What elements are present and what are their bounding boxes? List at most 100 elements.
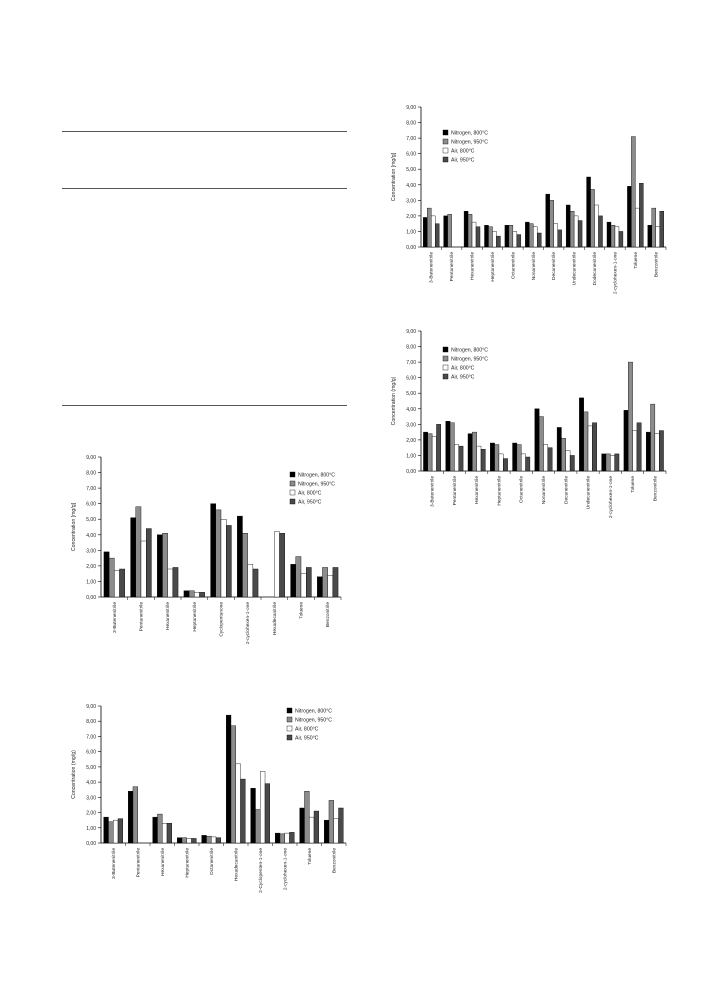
legend-swatch bbox=[286, 734, 293, 741]
bar bbox=[525, 456, 531, 472]
bar bbox=[494, 444, 500, 472]
x-tick-label: Pentanenitrile bbox=[135, 848, 141, 878]
bar bbox=[333, 818, 339, 844]
bar bbox=[289, 832, 295, 844]
x-tick-label: Octanenitrile bbox=[209, 848, 215, 875]
y-tick-label: 7,00 bbox=[406, 136, 416, 142]
legend-label: Air, 950°C bbox=[298, 500, 322, 506]
bar bbox=[225, 714, 232, 844]
legend-label: Air, 800°C bbox=[298, 491, 322, 497]
y-tick-label: 7,00 bbox=[406, 360, 416, 366]
bar bbox=[157, 813, 163, 844]
bar bbox=[529, 223, 534, 248]
y-tick-label: 0,00 bbox=[86, 595, 96, 601]
bar bbox=[636, 422, 642, 472]
bar bbox=[549, 200, 554, 248]
bar bbox=[145, 528, 152, 598]
bar bbox=[211, 836, 217, 844]
y-tick-label: 3,00 bbox=[86, 795, 96, 801]
x-tick-label: 2-Cyclopenten-1-one bbox=[258, 848, 264, 893]
bar bbox=[449, 422, 455, 472]
bar bbox=[627, 186, 632, 248]
bar bbox=[498, 453, 504, 472]
bar bbox=[614, 226, 620, 248]
legend-label: Nitrogen, 800°C bbox=[451, 348, 488, 354]
bar bbox=[103, 551, 110, 598]
x-tick-label: Undecanenitrile bbox=[572, 252, 578, 286]
x-tick-label: 3-Butenenitrile bbox=[112, 602, 118, 633]
bar bbox=[235, 763, 241, 844]
y-tick-label: 7,00 bbox=[86, 734, 96, 740]
bar bbox=[108, 557, 115, 598]
bar bbox=[537, 232, 542, 248]
y-tick-label: 4,00 bbox=[406, 183, 416, 189]
legend-swatch bbox=[442, 355, 449, 362]
bar bbox=[508, 225, 514, 248]
bar bbox=[322, 567, 328, 598]
x-tick-label: Decanenitrile bbox=[563, 476, 569, 504]
bar bbox=[274, 832, 281, 844]
y-tick-label: 0,00 bbox=[406, 469, 416, 475]
bar bbox=[476, 445, 482, 472]
y-tick-label: 5,00 bbox=[406, 391, 416, 397]
y-tick-label: 9,00 bbox=[406, 105, 416, 111]
legend-label: Nitrogen, 800°C bbox=[295, 709, 332, 715]
chart-middle-right: 0,00 1,00 2,00 3,00 4,00 5,00 6,00 7,00 8,00 9,00… bbox=[391, 329, 667, 518]
bar bbox=[431, 215, 436, 248]
bar bbox=[157, 534, 163, 598]
bar bbox=[132, 786, 138, 844]
y-tick-label: 8,00 bbox=[86, 719, 96, 725]
bar bbox=[240, 778, 246, 844]
bar bbox=[436, 424, 442, 472]
bar bbox=[586, 176, 591, 248]
bar bbox=[191, 838, 197, 844]
y-tick-label: 1,00 bbox=[86, 826, 96, 832]
legend-swatch bbox=[442, 147, 449, 154]
y-tick-label: 2,00 bbox=[406, 438, 416, 444]
bar bbox=[471, 221, 477, 248]
bar bbox=[305, 567, 312, 598]
bar bbox=[230, 725, 236, 844]
bar bbox=[172, 567, 179, 598]
x-tick-label: 2-cyclohexen-1-one bbox=[608, 476, 614, 518]
bar bbox=[614, 453, 620, 472]
legend-label: Nitrogen, 950°C bbox=[451, 357, 488, 363]
bar bbox=[631, 136, 636, 248]
x-tick-label: 3-Butenenitrile bbox=[429, 252, 435, 283]
x-tick-label: Octanenitrile bbox=[519, 476, 525, 503]
y-tick-label: 8,00 bbox=[86, 471, 96, 477]
legend-label: Nitrogen, 950°C bbox=[295, 718, 332, 724]
bar bbox=[119, 568, 125, 598]
bar bbox=[645, 431, 651, 472]
legend-swatch bbox=[442, 138, 449, 145]
bar bbox=[610, 225, 616, 248]
y-axis-label: Concentration [mg/g] bbox=[391, 152, 397, 201]
bar bbox=[186, 838, 192, 844]
y-tick-label: 6,00 bbox=[406, 152, 416, 158]
bar bbox=[475, 226, 481, 248]
legend-label: Air, 800°C bbox=[451, 149, 475, 155]
bar bbox=[467, 214, 473, 248]
bar bbox=[504, 225, 510, 248]
x-tick-label: Heptanenitrile bbox=[496, 476, 502, 506]
x-tick-label: Heptanenitrile bbox=[192, 602, 198, 632]
bar bbox=[490, 442, 495, 472]
y-axis-label: Concentration [mg/g] bbox=[71, 502, 77, 551]
bar bbox=[492, 231, 497, 248]
bar bbox=[569, 455, 575, 472]
table-rule-middle bbox=[62, 188, 347, 189]
bar bbox=[545, 193, 550, 248]
y-tick-label: 4,00 bbox=[86, 780, 96, 786]
bar bbox=[304, 791, 310, 844]
x-tick-label: Decanenitrile bbox=[551, 252, 557, 280]
bar bbox=[252, 568, 259, 598]
bar bbox=[114, 570, 120, 598]
x-tick-label: Octanenitrile bbox=[510, 252, 516, 279]
legend-label: Nitrogen, 800°C bbox=[298, 473, 335, 479]
bar bbox=[569, 211, 575, 248]
bar bbox=[176, 837, 183, 844]
bar bbox=[496, 235, 501, 248]
bar bbox=[659, 430, 664, 472]
bar bbox=[654, 433, 660, 472]
bar bbox=[516, 444, 522, 472]
